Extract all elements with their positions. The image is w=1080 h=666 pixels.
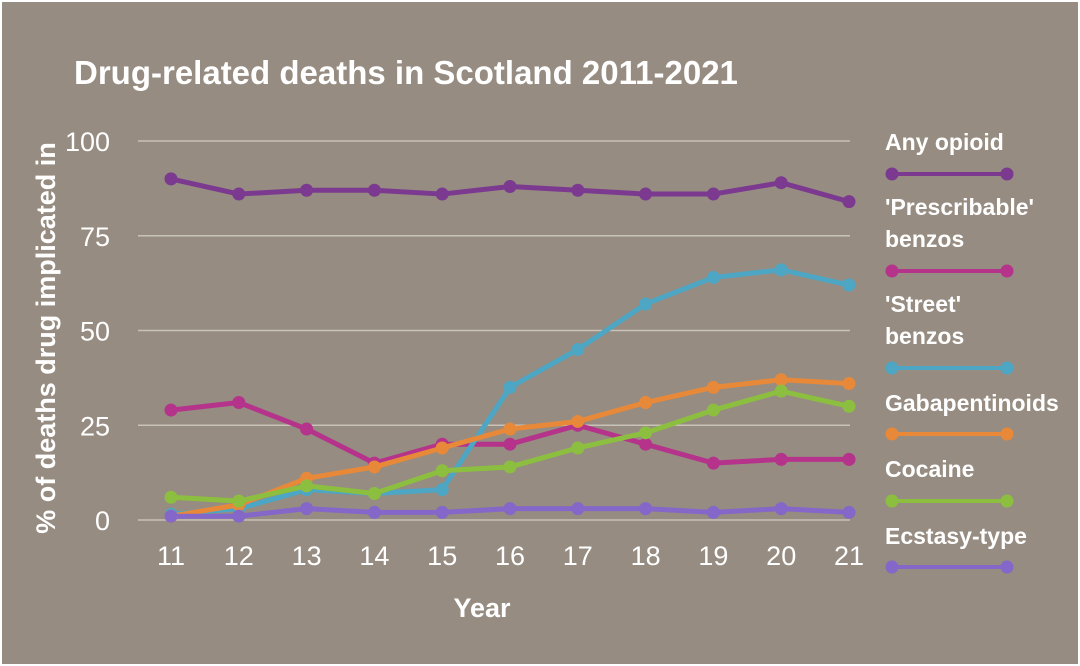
data-point (571, 441, 585, 455)
legend-swatch-marker (1000, 361, 1014, 375)
data-point (435, 505, 449, 519)
legend-label: Ecstasy-type (885, 523, 1027, 549)
x-tick-label: 19 (698, 541, 728, 571)
data-point (571, 342, 585, 356)
data-point (639, 426, 653, 440)
x-tick-label: 13 (292, 541, 322, 571)
x-tick-label: 16 (495, 541, 525, 571)
data-point (706, 505, 720, 519)
data-point (503, 179, 517, 193)
data-point (232, 187, 246, 201)
data-point (232, 509, 246, 523)
x-tick-label: 11 (157, 541, 185, 571)
data-point (367, 505, 381, 519)
data-point (706, 380, 720, 394)
data-point (842, 399, 856, 413)
data-point (571, 414, 585, 428)
legend-swatch-marker (1000, 264, 1014, 278)
y-tick-label: 100 (65, 127, 110, 157)
data-point (706, 270, 720, 284)
legend-label: 'Street' benzos (885, 291, 964, 349)
data-point (164, 509, 178, 523)
data-point (435, 441, 449, 455)
legend-swatch-marker (885, 167, 899, 181)
x-tick-label: 18 (631, 541, 661, 571)
legend-label: Any opioid (885, 129, 1004, 155)
data-point (367, 460, 381, 474)
data-point (706, 403, 720, 417)
data-point (300, 479, 314, 493)
data-point (639, 187, 653, 201)
data-point (706, 456, 720, 470)
data-point (300, 183, 314, 197)
data-point (435, 483, 449, 497)
legend-label: Cocaine (885, 456, 974, 482)
chart-title: Drug-related deaths in Scotland 2011-202… (74, 54, 738, 91)
data-point (232, 494, 246, 508)
y-axis-label: % of deaths drug implicated in (31, 142, 61, 534)
data-point (164, 172, 178, 186)
data-point (435, 464, 449, 478)
y-tick-label: 0 (95, 506, 110, 536)
data-point (842, 452, 856, 466)
legend-label: 'Prescribable' benzos (885, 194, 1034, 252)
data-point (842, 377, 856, 391)
data-point (639, 437, 653, 451)
data-point (300, 502, 314, 516)
legend-swatch-marker (885, 427, 899, 441)
x-tick-label: 21 (834, 541, 864, 571)
legend-swatch-marker (885, 264, 899, 278)
x-tick-label: 14 (359, 541, 389, 571)
y-tick-label: 75 (80, 222, 110, 252)
data-point (639, 502, 653, 516)
data-point (503, 437, 517, 451)
data-point (774, 263, 788, 277)
data-point (842, 278, 856, 292)
legend-swatch-marker (1000, 494, 1014, 508)
legend-swatch-marker (885, 560, 899, 574)
data-point (164, 403, 178, 417)
data-point (503, 502, 517, 516)
data-point (842, 505, 856, 519)
x-tick-label: 20 (766, 541, 796, 571)
data-point (435, 187, 449, 201)
data-point (503, 422, 517, 436)
data-point (639, 396, 653, 410)
x-tick-label: 12 (224, 541, 254, 571)
data-point (774, 502, 788, 516)
data-point (571, 502, 585, 516)
data-point (503, 380, 517, 394)
data-point (774, 384, 788, 398)
data-point (571, 183, 585, 197)
y-tick-label: 25 (80, 411, 110, 441)
data-point (367, 486, 381, 500)
legend-swatch-marker (885, 361, 899, 375)
data-point (232, 396, 246, 410)
data-point (774, 176, 788, 190)
data-point (774, 452, 788, 466)
data-point (300, 422, 314, 436)
y-tick-label: 50 (80, 317, 110, 347)
data-point (706, 187, 720, 201)
data-point (503, 460, 517, 474)
data-point (639, 297, 653, 311)
x-axis-label: Year (453, 593, 511, 623)
data-point (164, 490, 178, 504)
data-point (367, 183, 381, 197)
legend-swatch-marker (1000, 427, 1014, 441)
legend-swatch-marker (1000, 560, 1014, 574)
legend-swatch-marker (1000, 167, 1014, 181)
legend-swatch-marker (885, 494, 899, 508)
data-point (842, 195, 856, 209)
x-tick-label: 17 (563, 541, 593, 571)
data-point (774, 373, 788, 387)
legend-label: Gabapentinoids (885, 390, 1059, 416)
x-tick-label: 15 (427, 541, 457, 571)
